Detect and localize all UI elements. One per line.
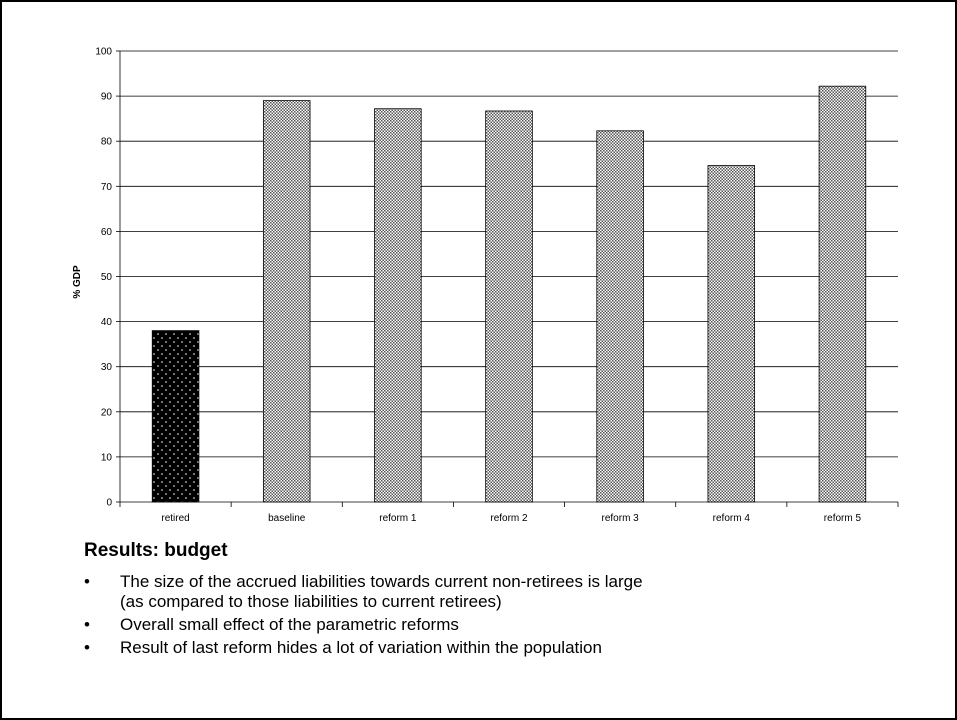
x-tick-label: reform 4 [713,513,751,524]
bar-reform-5 [818,85,867,503]
y-tick-label: 60 [101,227,113,238]
gridlines [120,50,898,458]
y-tick-label: 20 [101,407,113,418]
bars [151,85,867,503]
bar-retired [151,330,200,503]
x-tick-label: reform 5 [824,513,862,524]
y-tick-label: 0 [106,498,112,509]
y-tick-label: 30 [101,362,113,373]
bullet-item: • Result of last reform hides a lot of v… [84,638,904,658]
bullet-text: The size of the accrued liabilities towa… [120,572,643,591]
x-tick-label: reform 3 [602,513,640,524]
bullet-text: (as compared to those liabilities to cur… [120,592,502,611]
x-tick-label: baseline [268,513,306,524]
bar-chart: 0 10 20 30 40 50 60 70 80 90 100 retired baseline ref… [72,47,899,525]
bar-baseline [262,100,311,503]
x-tick-label: reform 1 [379,513,417,524]
y-tick-label: 80 [101,137,113,148]
x-tick-label: reform 2 [490,513,528,524]
bullet-text: Result of last reform hides a lot of var… [120,638,602,657]
x-tick-label: retired [161,513,189,524]
y-tick-label: 100 [95,47,112,58]
bullet-marker: • [84,638,90,657]
bullet-list: • The size of the accrued liabilities to… [84,572,904,661]
y-tick-label: 50 [101,272,113,283]
bullet-marker: • [84,615,90,634]
bar-reform-3 [596,130,644,503]
y-tick-label: 90 [101,92,113,103]
y-tick-label: 10 [101,452,113,463]
y-tick-label: 40 [101,317,113,328]
slide-heading: Results: budget [84,540,228,561]
bar-reform-2 [485,110,533,503]
bullet-item: • Overall small effect of the parametric… [84,615,904,635]
bullet-item: • The size of the accrued liabilities to… [84,572,904,612]
bar-reform-1 [374,108,422,503]
y-axis-title: % GDP [72,265,83,299]
tick-labels: 0 10 20 30 40 50 60 70 80 90 100 retired baseline ref… [95,47,861,525]
y-tick-label: 70 [101,182,113,193]
bullet-text: Overall small effect of the parametric r… [120,615,459,634]
bar-reform-4 [707,165,756,503]
bullet-marker: • [84,572,90,591]
